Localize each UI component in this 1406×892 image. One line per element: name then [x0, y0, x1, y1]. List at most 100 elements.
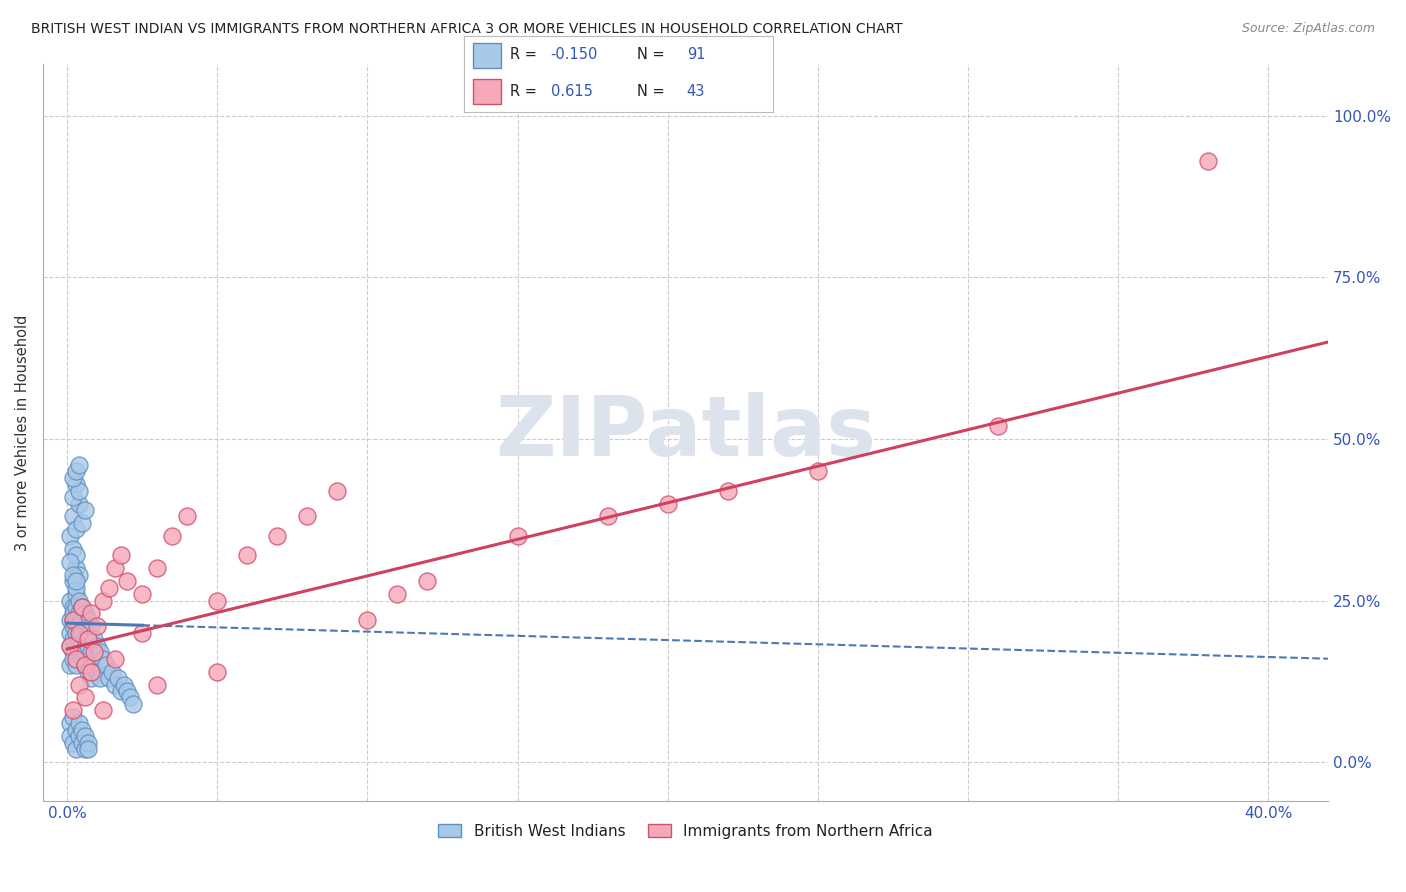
- Point: [62, 509, 84, 524]
- Point: [80, 645, 103, 659]
- Point: [77, 742, 100, 756]
- Point: [104, 561, 127, 575]
- Point: [65, 587, 87, 601]
- Point: [80, 671, 103, 685]
- Point: [59, 625, 82, 640]
- Point: [416, 574, 439, 588]
- Point: [67, 607, 90, 621]
- Point: [67, 716, 90, 731]
- Point: [356, 613, 378, 627]
- Point: [807, 464, 830, 478]
- Point: [387, 587, 409, 601]
- Point: [67, 632, 90, 647]
- Text: 0.615: 0.615: [551, 84, 592, 98]
- Text: N =: N =: [637, 84, 669, 98]
- Point: [89, 671, 111, 685]
- Point: [207, 665, 229, 679]
- Point: [131, 587, 153, 601]
- Point: [70, 651, 93, 665]
- Point: [75, 645, 97, 659]
- FancyBboxPatch shape: [474, 78, 501, 104]
- Point: [117, 574, 139, 588]
- Point: [80, 607, 103, 621]
- Point: [70, 599, 93, 614]
- Point: [86, 665, 108, 679]
- Point: [98, 671, 121, 685]
- Point: [75, 690, 97, 705]
- Point: [131, 625, 153, 640]
- Point: [70, 639, 93, 653]
- Point: [62, 710, 84, 724]
- Point: [62, 471, 84, 485]
- Point: [86, 619, 108, 633]
- Point: [77, 625, 100, 640]
- Point: [59, 716, 82, 731]
- Point: [65, 523, 87, 537]
- Point: [77, 632, 100, 647]
- Point: [65, 723, 87, 737]
- Point: [75, 742, 97, 756]
- Point: [77, 613, 100, 627]
- Point: [59, 529, 82, 543]
- Point: [62, 619, 84, 633]
- Point: [62, 613, 84, 627]
- Point: [110, 549, 132, 563]
- Point: [67, 625, 90, 640]
- Text: 43: 43: [686, 84, 704, 98]
- Point: [65, 639, 87, 653]
- Point: [146, 561, 169, 575]
- Point: [91, 593, 114, 607]
- Point: [987, 419, 1010, 434]
- Point: [65, 561, 87, 575]
- Point: [101, 665, 124, 679]
- Point: [120, 690, 142, 705]
- Point: [62, 645, 84, 659]
- Point: [67, 593, 90, 607]
- Point: [91, 703, 114, 717]
- Point: [98, 581, 121, 595]
- Point: [62, 703, 84, 717]
- Point: [104, 651, 127, 665]
- Point: [75, 658, 97, 673]
- Point: [62, 632, 84, 647]
- Point: [75, 729, 97, 743]
- Point: [207, 593, 229, 607]
- Point: [67, 458, 90, 472]
- Text: 91: 91: [686, 47, 706, 62]
- Point: [65, 599, 87, 614]
- Point: [75, 503, 97, 517]
- Point: [67, 483, 90, 498]
- Point: [65, 574, 87, 588]
- Point: [62, 736, 84, 750]
- Text: Source: ZipAtlas.com: Source: ZipAtlas.com: [1241, 22, 1375, 36]
- Point: [657, 497, 679, 511]
- Point: [75, 632, 97, 647]
- Text: R =: R =: [510, 84, 547, 98]
- Point: [65, 651, 87, 665]
- Text: -0.150: -0.150: [551, 47, 598, 62]
- Text: BRITISH WEST INDIAN VS IMMIGRANTS FROM NORTHERN AFRICA 3 OR MORE VEHICLES IN HOU: BRITISH WEST INDIAN VS IMMIGRANTS FROM N…: [31, 22, 903, 37]
- Point: [65, 549, 87, 563]
- Point: [117, 684, 139, 698]
- Point: [112, 677, 135, 691]
- Point: [122, 697, 145, 711]
- Point: [297, 509, 319, 524]
- Point: [91, 651, 114, 665]
- Text: R =: R =: [510, 47, 541, 62]
- Point: [75, 607, 97, 621]
- Point: [86, 639, 108, 653]
- Point: [162, 529, 184, 543]
- Point: [89, 645, 111, 659]
- Point: [83, 632, 105, 647]
- Point: [59, 613, 82, 627]
- Point: [110, 684, 132, 698]
- Point: [717, 483, 740, 498]
- Point: [62, 541, 84, 556]
- Text: ZIPatlas: ZIPatlas: [495, 392, 876, 473]
- Legend: British West Indians, Immigrants from Northern Africa: British West Indians, Immigrants from No…: [432, 818, 939, 845]
- Point: [59, 729, 82, 743]
- Point: [65, 625, 87, 640]
- FancyBboxPatch shape: [474, 43, 501, 68]
- Point: [80, 665, 103, 679]
- Point: [62, 599, 84, 614]
